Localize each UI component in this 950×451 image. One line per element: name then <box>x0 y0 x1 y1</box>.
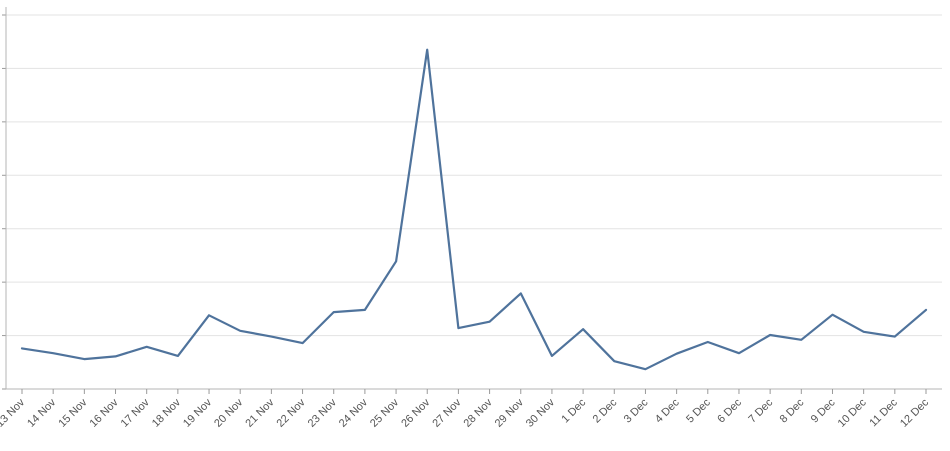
series-line <box>20 48 928 371</box>
x-tick-label: 12 Dec <box>898 396 931 429</box>
x-tick-label: 28 Nov <box>462 396 495 429</box>
x-tick-label: 25 Nov <box>368 396 401 429</box>
x-tick-label: 14 Nov <box>25 396 58 429</box>
x-tick-label: 4 Dec <box>653 396 682 425</box>
grid-lines <box>6 14 942 337</box>
x-tick-label: 5 Dec <box>684 396 713 425</box>
x-tick-label: 23 Nov <box>306 396 339 429</box>
x-tick-label: 15 Nov <box>56 396 89 429</box>
x-tick-label: 16 Nov <box>88 396 121 429</box>
x-tick-label: 19 Nov <box>181 396 214 429</box>
x-tick-label: 24 Nov <box>337 396 370 429</box>
x-tick-label: 22 Nov <box>275 396 308 429</box>
x-tick-label: 18 Nov <box>150 396 183 429</box>
x-tick-label: 7 Dec <box>746 396 775 425</box>
x-tick-label: 1 Dec <box>559 396 588 425</box>
x-tick-label: 27 Nov <box>430 396 463 429</box>
x-tick-label: 9 Dec <box>809 396 838 425</box>
series-layer <box>20 48 928 371</box>
x-tick-label: 10 Dec <box>836 396 869 429</box>
x-tick-label: 11 Dec <box>867 396 900 429</box>
x-tick-label: 2 Dec <box>591 396 620 425</box>
x-tick-label: 13 Nov <box>0 396 27 429</box>
x-tick-label: 21 Nov <box>243 396 276 429</box>
x-tick-label: 29 Nov <box>493 396 526 429</box>
x-tick-label: 3 Dec <box>622 396 651 425</box>
x-tick-label: 26 Nov <box>399 396 432 429</box>
axes <box>2 7 942 390</box>
x-tick-label: 6 Dec <box>715 396 744 425</box>
x-tick-label: 30 Nov <box>524 396 557 429</box>
x-tick-label: 17 Nov <box>119 396 152 429</box>
x-tick-label: 8 Dec <box>778 396 807 425</box>
x-tick-label: 20 Nov <box>212 396 245 429</box>
